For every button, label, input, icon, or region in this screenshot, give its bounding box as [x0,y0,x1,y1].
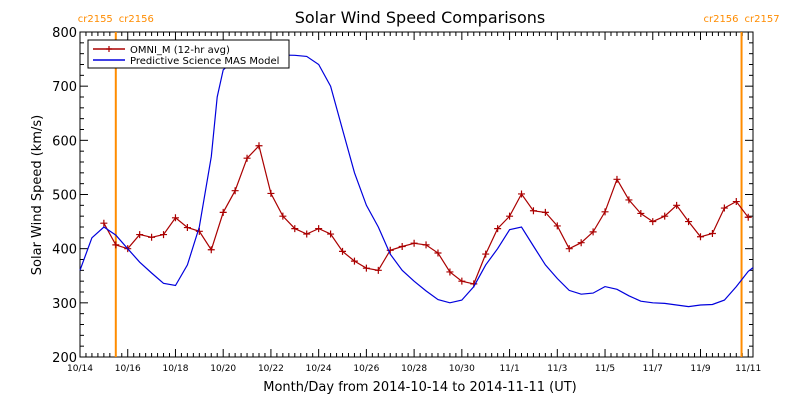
data-point-marker [267,189,275,197]
x-tick-label: 11/3 [547,364,567,374]
data-point-marker [243,154,251,162]
data-point-marker [160,231,168,239]
y-axis-title: Solar Wind Speed (km/s) [30,115,45,275]
x-tick-label: 10/16 [115,364,141,374]
cr-label-left: cr2156 [703,14,738,25]
data-point-marker [434,249,442,257]
data-point-marker [171,214,179,222]
x-tick-label: 10/30 [449,364,475,374]
data-point-marker [637,209,645,217]
x-tick-label: 10/20 [210,364,236,374]
data-point-marker [673,201,681,209]
data-point-marker [625,196,633,204]
cr-label-right: cr2157 [745,14,780,25]
data-point-marker [458,277,466,285]
data-point-marker [506,212,514,220]
data-point-marker [708,230,716,237]
plot-area: 200 300 400 500 600 700 800 10/14 10/16 10/18 10/2… [52,14,779,374]
plot-frame [79,31,754,358]
data-point-marker [291,225,299,233]
y-tick-label: 500 [52,189,77,204]
data-point-marker [518,190,526,198]
data-point-marker [613,175,621,183]
chart-title: Solar Wind Speed Comparisons [295,8,546,27]
data-point-marker [422,241,430,249]
data-point-marker [327,230,335,238]
y-tick-label: 600 [52,134,77,149]
data-point-marker [577,239,585,247]
data-point-marker [410,239,418,247]
x-tick-label: 10/18 [162,364,188,374]
data-point-marker [541,208,549,216]
legend-label-1: Predictive Science MAS Model [130,56,279,67]
x-tick-label: 10/22 [258,364,284,374]
data-point-marker [231,187,239,195]
series-line-1 [79,54,754,308]
y-tick-label: 700 [52,80,77,95]
x-tick-label: 10/24 [306,364,332,374]
data-point-marker [553,222,561,230]
y-tick-label: 200 [52,351,77,366]
data-point-marker [207,246,215,254]
data-point-marker [303,230,311,238]
cr-label-right: cr2156 [119,14,154,25]
data-point-marker [589,228,597,236]
x-tick-label: 11/11 [735,364,761,374]
data-point-marker [720,204,728,212]
data-point-marker [279,212,287,220]
legend-label-0: OMNI_M (12-hr avg) [130,45,230,56]
x-axis-title: Month/Day from 2014-10-14 to 2014-11-11 … [263,380,576,395]
data-point-marker [494,225,502,233]
y-tick-label: 400 [52,243,77,258]
series-line-0 [103,144,749,285]
data-point-marker [195,227,203,235]
x-tick-label: 11/1 [499,364,519,374]
data-point-marker [362,264,370,272]
data-point-marker [350,257,358,265]
x-tick-label: 11/9 [690,364,710,374]
data-point-marker [732,198,740,206]
legend-marker-0 [106,46,112,52]
x-tick-label: 11/7 [643,364,663,374]
y-tick-label: 800 [52,26,77,41]
data-point-marker [183,224,191,232]
data-point-marker [339,247,347,255]
data-point-marker [148,233,156,241]
data-point-marker [446,268,454,276]
data-point-marker [374,266,382,274]
data-point-marker [529,207,537,215]
y-tick-label: 300 [52,297,77,312]
data-point-marker [696,233,704,241]
data-point-marker [661,212,669,220]
data-point-marker [100,219,108,227]
data-point-marker [565,245,573,253]
data-point-marker [744,213,752,221]
x-tick-label: 10/14 [67,364,93,374]
data-point-marker [685,218,693,226]
data-point-marker [219,208,227,216]
data-point-marker [398,243,406,250]
data-point-marker [649,218,657,226]
data-point-marker [136,231,144,239]
x-tick-label: 10/26 [353,364,379,374]
legend-box [87,39,290,69]
x-tick-label: 11/5 [595,364,615,374]
x-tick-label: 10/28 [401,364,427,374]
data-point-marker [315,225,323,233]
data-point-marker [601,208,609,216]
cr-label-left: cr2155 [78,14,113,25]
data-point-marker [482,250,490,258]
data-point-marker [112,241,120,249]
data-point-marker [255,142,263,150]
